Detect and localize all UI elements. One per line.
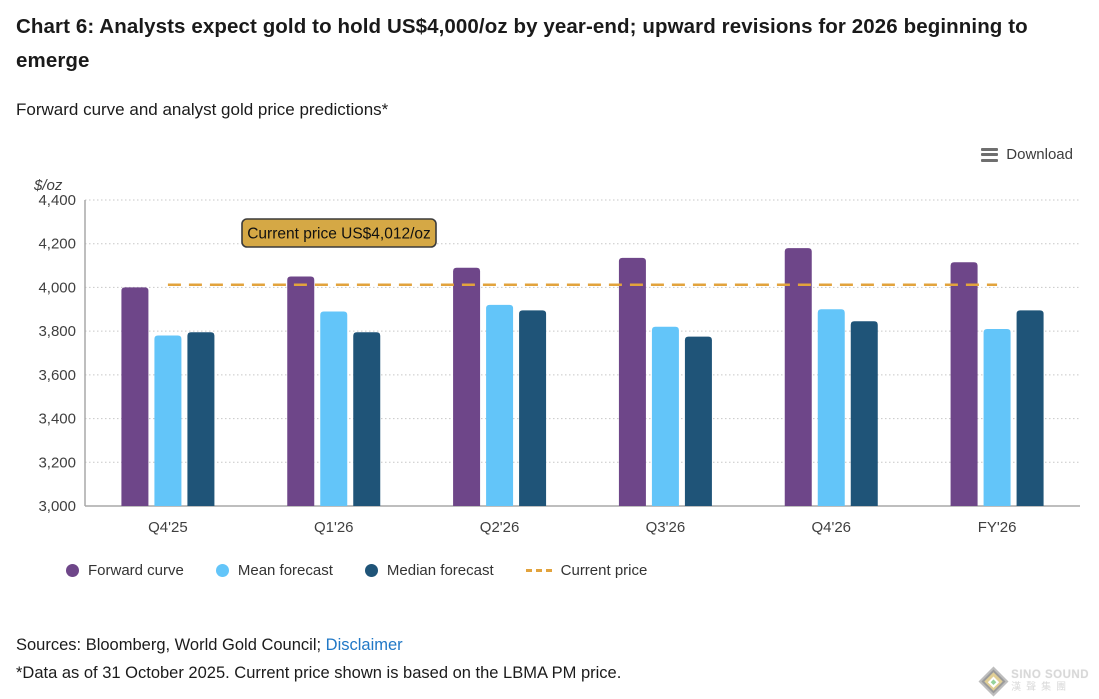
menu-icon bbox=[981, 147, 999, 162]
legend-dash-marker bbox=[525, 569, 552, 572]
legend-label: Forward curve bbox=[88, 562, 184, 579]
brand-watermark: SINO SOUND 漢聲集團 bbox=[978, 666, 1089, 697]
chart-canvas: $/oz4,400 4,200 4,000 3,800 3,600 3,400 3,200 3… bbox=[33, 177, 1080, 536]
legend-dot-marker bbox=[215, 564, 229, 577]
y-axis-unit-label: $/oz bbox=[33, 177, 63, 194]
bar-mean-forecast-q1-26[interactable] bbox=[320, 311, 348, 506]
download-label: Download bbox=[1006, 146, 1073, 163]
footnote-text: *Data as of 31 October 2025. Current pri… bbox=[16, 664, 622, 682]
disclaimer-link[interactable]: Disclaimer bbox=[325, 636, 403, 654]
diamond-logo-icon bbox=[978, 666, 1009, 697]
y-axis-tick-label: 3,000 bbox=[38, 498, 76, 515]
legend-dot-marker bbox=[66, 564, 79, 577]
x-axis-tick-label: Q4'26 bbox=[811, 519, 851, 536]
y-axis-tick-label: 3,800 bbox=[38, 323, 76, 340]
legend-item-mean-forecast[interactable]: Mean forecast bbox=[215, 562, 333, 579]
bar-forward-curve-fy-26[interactable] bbox=[950, 262, 978, 506]
x-axis-tick-label: Q2'26 bbox=[480, 519, 520, 536]
download-button[interactable]: Download bbox=[981, 146, 1073, 163]
watermark-name: SINO SOUND bbox=[1011, 669, 1089, 682]
bar-median-forecast-fy-26[interactable] bbox=[1016, 310, 1044, 506]
bar-median-forecast-q3-26[interactable] bbox=[684, 336, 712, 506]
bar-median-forecast-q4-25[interactable] bbox=[187, 332, 215, 506]
legend-dot-marker bbox=[364, 564, 378, 577]
legend-item-current-price[interactable]: Current price bbox=[525, 562, 648, 579]
legend-item-median-forecast[interactable]: Median forecast bbox=[364, 562, 494, 579]
bar-mean-forecast-q3-26[interactable] bbox=[651, 326, 679, 506]
x-axis-tick-label: Q1'26 bbox=[314, 519, 354, 536]
bar-mean-forecast-q4-26[interactable] bbox=[817, 309, 845, 506]
sources-line: Sources: Bloomberg, World Gold Council; … bbox=[16, 636, 403, 655]
bar-forward-curve-q2-26[interactable] bbox=[453, 267, 481, 506]
sources-text: Sources: Bloomberg, World Gold Council; bbox=[16, 636, 326, 654]
chart-subtitle: Forward curve and analyst gold price pre… bbox=[16, 100, 389, 119]
x-axis-tick-label: FY'26 bbox=[978, 519, 1017, 536]
current-price-annotation: Current price US$4,012/oz bbox=[247, 226, 431, 243]
bar-forward-curve-q3-26[interactable] bbox=[618, 257, 646, 506]
chart-title: Chart 6: Analysts expect gold to hold US… bbox=[16, 15, 1028, 72]
legend-label: Median forecast bbox=[386, 562, 494, 579]
watermark-name-cn: 漢聲集團 bbox=[1011, 682, 1072, 693]
bar-mean-forecast-q4-25[interactable] bbox=[154, 335, 182, 506]
bar-forward-curve-q1-26[interactable] bbox=[287, 276, 315, 507]
y-axis-tick-label: 4,200 bbox=[38, 236, 76, 253]
chart-legend: Forward curve Mean forecast Median forecas… bbox=[66, 562, 647, 579]
legend-label: Current price bbox=[560, 562, 648, 579]
bar-mean-forecast-q2-26[interactable] bbox=[486, 304, 514, 506]
legend-label: Mean forecast bbox=[237, 562, 333, 579]
y-axis-tick-label: 3,600 bbox=[38, 367, 76, 384]
y-axis-tick-label: 3,200 bbox=[38, 454, 76, 471]
legend-item-forward-curve[interactable]: Forward curve bbox=[66, 562, 184, 579]
x-axis-tick-label: Q4'25 bbox=[148, 519, 188, 536]
bar-mean-forecast-fy-26[interactable] bbox=[983, 328, 1011, 506]
bar-median-forecast-q4-26[interactable] bbox=[850, 321, 878, 506]
y-axis-tick-label: 4,400 bbox=[38, 192, 76, 209]
x-axis-tick-label: Q3'26 bbox=[646, 519, 686, 536]
bar-forward-curve-q4-26[interactable] bbox=[784, 248, 812, 506]
bar-median-forecast-q1-26[interactable] bbox=[353, 332, 381, 506]
bar-median-forecast-q2-26[interactable] bbox=[519, 310, 547, 506]
y-axis-tick-label: 4,000 bbox=[38, 279, 76, 296]
bar-forward-curve-q4-25[interactable] bbox=[121, 287, 149, 506]
y-axis-tick-label: 3,400 bbox=[38, 411, 76, 428]
current-price-annotation-box bbox=[241, 218, 437, 248]
